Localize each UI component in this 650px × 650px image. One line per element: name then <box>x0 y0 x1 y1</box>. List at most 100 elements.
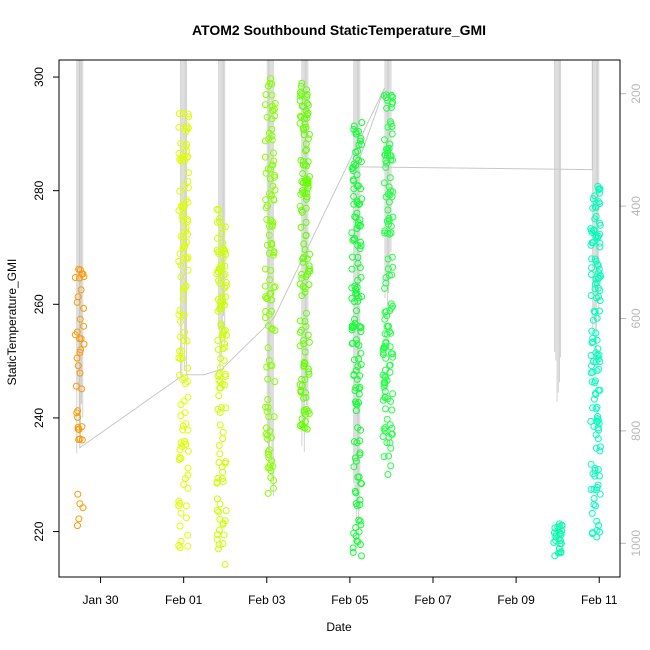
profile-6-point-106 <box>384 471 392 478</box>
profile-1-point-65 <box>179 422 187 430</box>
profile-8-point-125 <box>596 472 603 480</box>
profile-2-point-100 <box>214 307 222 315</box>
profile-6-point-99 <box>388 193 396 201</box>
profile-4-point-1 <box>299 170 307 177</box>
profile-8-point-37 <box>588 509 596 517</box>
profile-6-point-105 <box>383 104 391 112</box>
profile-6-point-77 <box>381 373 389 380</box>
profile-2-point-78 <box>215 442 223 449</box>
profile-4-point-114 <box>298 270 306 278</box>
profile-5-point-118 <box>348 284 356 292</box>
profile-5-point-92 <box>357 323 365 331</box>
profile-8-point-96 <box>593 417 601 425</box>
profile-5-point-90 <box>350 193 358 200</box>
profile-2-point-86 <box>219 244 227 252</box>
profile-0-point-38 <box>79 504 87 512</box>
profile-0-point-39 <box>75 515 83 523</box>
profile-6-point-127 <box>381 308 389 316</box>
y2-tick-label-2: 600 <box>629 308 643 328</box>
profile-3-point-107 <box>268 239 276 247</box>
profile-4-point-71 <box>296 202 304 210</box>
profile-6-point-63 <box>381 387 389 395</box>
profile-6-point-91 <box>381 284 389 292</box>
profile-3-point-66 <box>268 115 276 123</box>
profile-5-point-83 <box>349 548 357 556</box>
profile-6-point-79 <box>382 91 390 99</box>
axes-layer: Jan 30 Feb 01 Feb 03 Feb 05 Feb 07 Feb 09 Feb … <box>32 67 643 607</box>
profile-1-point-81 <box>184 426 192 434</box>
profile-7-point-20 <box>556 537 564 545</box>
profile-6-point-75 <box>380 179 388 187</box>
y2-tick-label-3: 800 <box>629 421 643 441</box>
profile-5-point-84 <box>353 171 361 179</box>
profile-6-point-94 <box>384 265 392 273</box>
profile-8-point-53 <box>595 365 603 373</box>
profile-4-point-124 <box>306 267 314 275</box>
profile-2-point-74 <box>220 357 228 365</box>
profile-1-point-56 <box>175 123 183 131</box>
profile-0-point-31 <box>76 349 84 356</box>
profile-3-point-54 <box>262 204 270 212</box>
profile-5-point-135 <box>348 165 356 173</box>
profile-2-point-63 <box>214 248 222 256</box>
profile-0-point-11 <box>80 273 88 281</box>
profile-3-point-22 <box>268 296 275 304</box>
profile-5-point-138 <box>355 390 363 398</box>
profile-4-point-91 <box>296 88 304 96</box>
profile-0-point-32 <box>78 385 86 393</box>
profile-5-point-68 <box>358 293 366 300</box>
profile-4-point-100 <box>304 101 312 109</box>
profile-0-point-30 <box>77 286 85 294</box>
profile-1-point-48 <box>175 207 183 215</box>
profile-2-point-10 <box>219 272 227 279</box>
profile-6-point-128 <box>389 188 397 196</box>
profile-0-point-20 <box>73 409 81 417</box>
profile-8-point-92 <box>593 367 601 375</box>
profile-4-point-67 <box>303 309 310 317</box>
y-tick-label-3: 280 <box>32 180 46 200</box>
profile-2-point-104 <box>213 205 221 213</box>
profile-0-point-26 <box>75 426 83 433</box>
profile-2-point-47 <box>222 404 230 412</box>
profile-4-point-82 <box>299 124 307 132</box>
profile-4-point-27 <box>303 86 310 94</box>
profile-4-point-50 <box>302 218 310 226</box>
x-tick-label-1: Feb 01 <box>165 593 203 607</box>
profile-0-point-14 <box>74 490 82 498</box>
profile-1-point-62 <box>184 266 192 274</box>
profile-2-point-80 <box>218 224 226 232</box>
profile-4-point-78 <box>301 318 309 325</box>
profile-1-point-117 <box>176 453 184 461</box>
profile-6-point-22 <box>388 130 396 138</box>
profile-0-point-24 <box>72 382 80 390</box>
profile-3-point-101 <box>264 450 272 458</box>
profile-8-point-77 <box>590 422 598 430</box>
profile-8-point-114 <box>594 424 602 432</box>
profile-1-point-90 <box>184 216 191 223</box>
profile-8-point-18 <box>589 338 597 346</box>
profile-7-point-23 <box>556 540 564 548</box>
profile-2-point-4 <box>219 468 227 476</box>
profile-2-point-56 <box>222 458 230 466</box>
profile-3-point-0 <box>266 175 274 183</box>
profile-5-point-79 <box>355 516 363 524</box>
x-tick-label-2: Feb 03 <box>248 593 286 607</box>
profile-2-point-72 <box>218 475 226 483</box>
profile-5-point-75 <box>352 285 360 293</box>
profile-4-point-108 <box>304 365 312 373</box>
profile-5-point-95 <box>356 501 364 509</box>
profile-2-point-107 <box>218 294 226 302</box>
profile-0-point-13 <box>74 293 82 301</box>
profile-3-point-49 <box>270 413 278 421</box>
profile-8-point-128 <box>595 265 603 273</box>
profile-0-point-28 <box>73 354 81 362</box>
profile-1-point-78 <box>178 347 186 355</box>
profile-6-point-126 <box>387 222 395 230</box>
profile-0-point-8 <box>76 500 84 508</box>
profile-1-point-15 <box>184 531 192 539</box>
profile-5-point-134 <box>354 147 362 155</box>
profile-8-point-97 <box>587 292 595 299</box>
profile-3-point-102 <box>264 322 272 330</box>
profile-1-point-114 <box>184 230 192 238</box>
profile-6-point-65 <box>388 406 396 414</box>
